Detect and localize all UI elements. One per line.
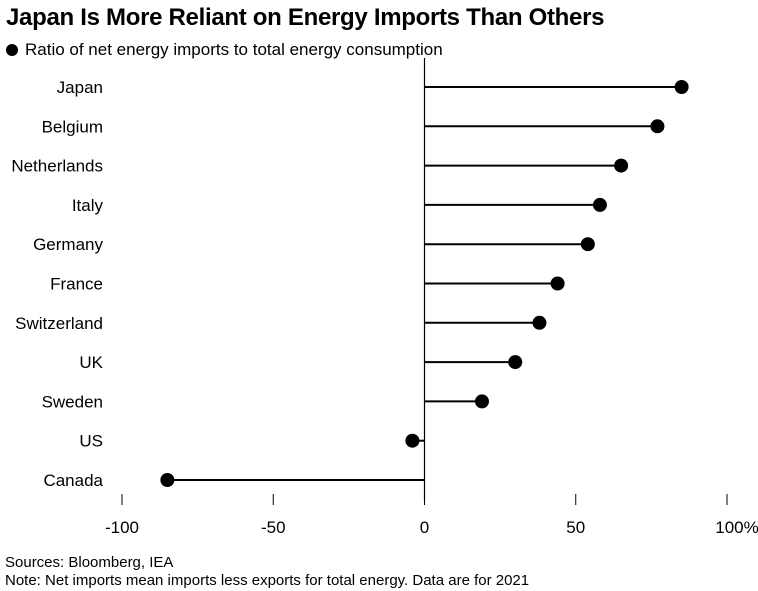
data-point-4 <box>580 237 595 252</box>
category-label-10: Canada <box>43 471 103 490</box>
x-tick-label-1: -50 <box>261 518 286 537</box>
category-label-2: Netherlands <box>11 157 103 176</box>
data-point-10 <box>160 473 175 487</box>
category-label-3: Italy <box>72 196 104 215</box>
data-point-2 <box>614 158 629 173</box>
x-tick-label-3: 50 <box>566 518 585 537</box>
chart-title: Japan Is More Reliant on Energy Imports … <box>6 4 605 31</box>
legend: Ratio of net energy imports to total ene… <box>6 40 443 60</box>
data-point-0 <box>674 80 689 94</box>
data-point-8 <box>474 394 489 409</box>
note-text: Note: Net imports mean imports less expo… <box>5 572 530 589</box>
x-tick-label-0: -100 <box>105 518 139 537</box>
category-label-8: Sweden <box>42 392 103 411</box>
legend-label: Ratio of net energy imports to total ene… <box>25 40 443 59</box>
data-point-7 <box>508 355 523 370</box>
category-label-6: Switzerland <box>15 314 103 333</box>
data-point-5 <box>550 276 565 291</box>
data-point-9 <box>405 433 420 448</box>
data-point-3 <box>592 197 607 212</box>
x-tick-label-2: 0 <box>420 518 429 537</box>
category-label-9: US <box>79 432 103 451</box>
category-label-5: France <box>50 275 103 294</box>
data-point-1 <box>650 119 665 134</box>
data-point-6 <box>532 315 547 330</box>
category-label-7: UK <box>79 353 103 372</box>
category-label-1: Belgium <box>42 117 103 136</box>
x-tick-label-4: 100% <box>715 518 758 537</box>
sources-text: Sources: Bloomberg, IEA <box>5 554 174 571</box>
category-label-4: Germany <box>33 235 103 254</box>
category-label-0: Japan <box>57 78 103 97</box>
legend-dot-icon <box>6 44 18 56</box>
